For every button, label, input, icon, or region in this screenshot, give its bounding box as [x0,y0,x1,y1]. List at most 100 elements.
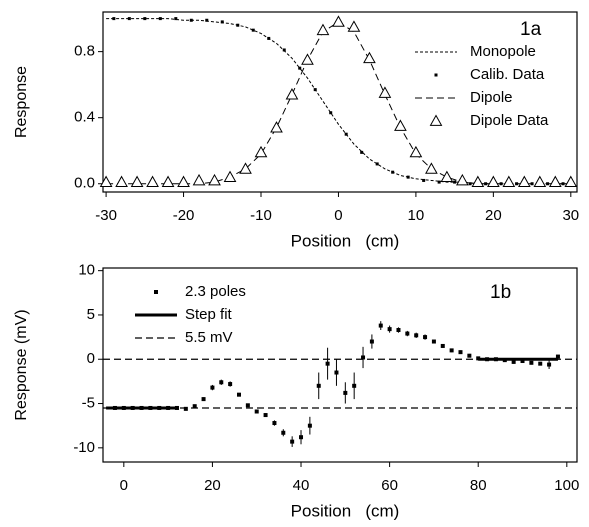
data-point [471,175,485,187]
data-point [440,343,445,348]
data-point [352,383,357,388]
data-point [343,390,348,395]
data-point [555,354,560,359]
data-point [378,86,392,98]
y-tick-label: 5 [87,306,95,323]
x-tick-label: -10 [250,207,272,224]
data-point [245,403,250,408]
data-point [192,173,206,186]
data-point [251,28,255,32]
data-point [270,121,283,133]
data-point [414,333,419,338]
data-point [307,423,312,428]
data-point [208,173,221,186]
data-point [325,361,330,366]
x-tick-label: 0 [334,207,342,224]
legend-label: Step fit [185,306,233,323]
data-point [313,88,317,92]
legend-label: Monopole [470,43,536,60]
data-point [396,328,401,333]
data-point [174,17,178,21]
y-tick-label: -10 [73,439,95,456]
data-point [143,17,147,21]
legend-label: Calib. Data [470,66,545,83]
data-point [115,175,128,187]
x-axis-label: Position (cm) [291,501,400,520]
legend-swatch [154,290,158,294]
data-point [467,353,472,358]
legend-label: Dipole [470,89,513,106]
data-point [548,175,562,187]
data-point [378,323,383,328]
data-point [158,17,162,21]
data-point [547,362,552,367]
data-point [511,359,516,364]
data-point [431,339,436,344]
data-point [183,406,188,411]
data-point [546,182,550,186]
panel-label: 1b [490,282,511,303]
data-point [502,175,516,187]
data-point [112,17,116,21]
data-point [440,170,454,183]
data-point [316,23,330,36]
data-point [228,382,233,387]
x-tick-label: 80 [470,477,487,494]
data-point [332,15,345,27]
data-point [422,178,426,182]
y-tick-label: 10 [78,262,95,279]
data-point [281,430,286,435]
data-point [394,119,407,131]
data-point [161,175,175,187]
x-tick-label: 100 [554,477,579,494]
data-point [520,359,525,364]
data-point [316,383,321,388]
data-point [220,20,224,24]
y-tick-label: 0 [87,350,95,367]
x-tick-label: 10 [408,207,425,224]
data-point [425,162,438,174]
data-point [538,361,543,366]
data-point [254,409,259,414]
data-point [360,150,364,154]
data-point [290,439,295,444]
data-point [361,355,366,360]
data-point [192,404,197,409]
x-tick-label: 20 [204,477,221,494]
y-tick-label: 0.4 [74,109,95,126]
series-line [106,357,558,410]
data-point [375,162,379,166]
data-point [423,335,428,340]
data-point [458,350,463,355]
y-axis-label: Response (mV) [13,309,30,420]
data-point [130,175,144,187]
data-point [334,370,339,375]
data-point [449,348,454,353]
y-axis-label: Response [13,66,30,138]
data-point [263,413,268,418]
x-tick-label: -20 [173,207,195,224]
data-point [223,170,237,183]
data-point [301,53,314,65]
x-tick-label: 40 [293,477,310,494]
data-point [344,132,348,136]
data-point [239,162,252,174]
y-tick-label: 0.8 [74,43,95,60]
data-point [453,180,457,184]
data-point [329,111,333,115]
data-point [529,360,534,365]
data-point [272,421,277,426]
y-tick-label: 0.0 [74,175,95,192]
data-point [236,392,241,397]
data-point [517,175,531,187]
data-point [236,23,240,27]
legend-swatch [429,114,443,126]
data-point [499,182,503,186]
data-point [282,48,286,52]
y-tick-label: -5 [82,395,95,412]
data-point [285,88,299,100]
legend-swatch [434,73,438,77]
data-point [205,18,209,22]
